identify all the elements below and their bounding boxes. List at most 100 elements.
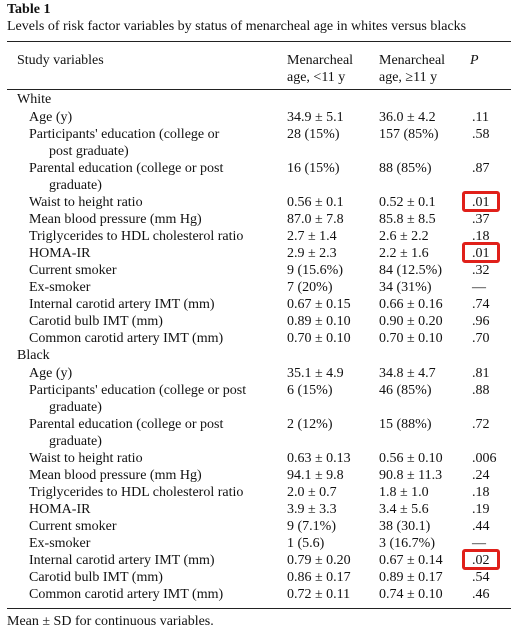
- row-value-under-11: 0.72 ± 0.11: [287, 587, 351, 602]
- highlight-box-white-waist: [462, 191, 500, 212]
- row-value-11-plus: 38 (30.1): [379, 519, 431, 534]
- row-variable: Internal carotid artery IMT (mm): [29, 553, 215, 568]
- table-caption: Levels of risk factor variables by statu…: [7, 19, 467, 34]
- row-value-11-plus: 3 (16.7%): [379, 536, 435, 551]
- row-value-under-11: 28 (15%): [287, 127, 340, 142]
- row-value-under-11: 0.67 ± 0.15: [287, 297, 351, 312]
- row-variable: Age (y): [29, 366, 73, 381]
- row-value-11-plus: 157 (85%): [379, 127, 439, 142]
- row-p-value: —: [472, 280, 486, 295]
- row-value-under-11: 16 (15%): [287, 161, 340, 176]
- row-variable-continued: graduate): [49, 178, 102, 193]
- row-value-under-11: 1 (5.6): [287, 536, 325, 551]
- header-p-value: P: [470, 53, 479, 68]
- header-col-a-line1: Menarcheal: [287, 53, 354, 68]
- row-variable: Age (y): [29, 110, 73, 125]
- row-p-value: .18: [472, 229, 490, 244]
- row-p-value: .96: [472, 314, 490, 329]
- row-value-under-11: 35.1 ± 4.9: [287, 366, 344, 381]
- row-value-11-plus: 85.8 ± 8.5: [379, 212, 436, 227]
- row-value-under-11: 9 (15.6%): [287, 263, 343, 278]
- row-value-under-11: 94.1 ± 9.8: [287, 468, 344, 483]
- row-p-value: .02: [472, 553, 490, 568]
- row-p-value: —: [472, 536, 486, 551]
- row-value-11-plus: 0.52 ± 0.1: [379, 195, 436, 210]
- row-variable: Participants' education (college or post: [29, 383, 247, 398]
- row-value-under-11: 7 (20%): [287, 280, 333, 295]
- row-value-11-plus: 34 (31%): [379, 280, 432, 295]
- row-variable: Waist to height ratio: [29, 451, 143, 466]
- row-variable: Current smoker: [29, 263, 117, 278]
- header-col-b-line2: age, ≥11 y: [379, 70, 438, 85]
- header-col-b-line1: Menarcheal: [379, 53, 446, 68]
- row-value-11-plus: 0.67 ± 0.14: [379, 553, 443, 568]
- row-value-under-11: 0.70 ± 0.10: [287, 331, 351, 346]
- row-value-11-plus: 2.2 ± 1.6: [379, 246, 429, 261]
- row-p-value: .58: [472, 127, 490, 142]
- row-p-value: .72: [472, 417, 490, 432]
- row-value-under-11: 2 (12%): [287, 417, 333, 432]
- row-variable: Mean blood pressure (mm Hg): [29, 212, 202, 227]
- bottom-rule: [7, 608, 511, 609]
- row-p-value: .19: [472, 502, 490, 517]
- row-value-11-plus: 0.66 ± 0.16: [379, 297, 443, 312]
- row-variable: Common carotid artery IMT (mm): [29, 587, 224, 602]
- row-value-11-plus: 88 (85%): [379, 161, 432, 176]
- row-value-under-11: 2.9 ± 2.3: [287, 246, 337, 261]
- row-value-11-plus: 0.89 ± 0.17: [379, 570, 443, 585]
- row-variable: Triglycerides to HDL cholesterol ratio: [29, 485, 244, 500]
- row-p-value: .11: [472, 110, 489, 125]
- row-value-under-11: 0.63 ± 0.13: [287, 451, 351, 466]
- row-p-value: .46: [472, 587, 490, 602]
- row-value-under-11: 9 (7.1%): [287, 519, 336, 534]
- row-variable: Carotid bulb IMT (mm): [29, 570, 163, 585]
- row-value-under-11: 0.79 ± 0.20: [287, 553, 351, 568]
- row-value-under-11: 0.56 ± 0.1: [287, 195, 344, 210]
- row-p-value: .006: [472, 451, 497, 466]
- row-value-11-plus: 3.4 ± 5.6: [379, 502, 429, 517]
- row-value-under-11: 2.0 ± 0.7: [287, 485, 337, 500]
- row-value-11-plus: 46 (85%): [379, 383, 432, 398]
- header-col-a-line2: age, <11 y: [287, 70, 346, 85]
- row-value-11-plus: 0.56 ± 0.10: [379, 451, 443, 466]
- header-rule: [7, 89, 511, 90]
- row-value-11-plus: 34.8 ± 4.7: [379, 366, 436, 381]
- row-p-value: .74: [472, 297, 490, 312]
- row-value-under-11: 0.86 ± 0.17: [287, 570, 351, 585]
- row-value-11-plus: 15 (88%): [379, 417, 432, 432]
- row-value-under-11: 87.0 ± 7.8: [287, 212, 344, 227]
- group-label-black: Black: [17, 348, 50, 363]
- row-p-value: .37: [472, 212, 490, 227]
- row-variable: Common carotid artery IMT (mm): [29, 331, 224, 346]
- row-p-value: .87: [472, 161, 490, 176]
- row-p-value: .88: [472, 383, 490, 398]
- row-p-value: .01: [472, 246, 490, 261]
- row-p-value: .70: [472, 331, 490, 346]
- row-p-value: .44: [472, 519, 490, 534]
- row-variable: Parental education (college or post: [29, 161, 224, 176]
- row-value-under-11: 34.9 ± 5.1: [287, 110, 344, 125]
- row-variable: HOMA-IR: [29, 502, 91, 517]
- row-variable: Parental education (college or post: [29, 417, 224, 432]
- row-variable-continued: graduate): [49, 400, 102, 415]
- row-p-value: .32: [472, 263, 490, 278]
- row-variable-continued: graduate): [49, 434, 102, 449]
- row-variable: Carotid bulb IMT (mm): [29, 314, 163, 329]
- row-value-11-plus: 36.0 ± 4.2: [379, 110, 436, 125]
- top-rule: [7, 41, 511, 42]
- row-variable: Participants' education (college or: [29, 127, 220, 142]
- row-variable: Internal carotid artery IMT (mm): [29, 297, 215, 312]
- table-title: Table 1: [7, 2, 51, 17]
- row-value-under-11: 0.89 ± 0.10: [287, 314, 351, 329]
- row-value-under-11: 2.7 ± 1.4: [287, 229, 337, 244]
- row-value-11-plus: 0.74 ± 0.10: [379, 587, 443, 602]
- row-variable-continued: post graduate): [49, 144, 129, 159]
- highlight-box-black-ica: [462, 549, 500, 570]
- row-variable: HOMA-IR: [29, 246, 91, 261]
- row-value-11-plus: 1.8 ± 1.0: [379, 485, 429, 500]
- row-value-under-11: 3.9 ± 3.3: [287, 502, 337, 517]
- row-p-value: .01: [472, 195, 490, 210]
- row-p-value: .18: [472, 485, 490, 500]
- row-value-11-plus: 90.8 ± 11.3: [379, 468, 443, 483]
- row-variable: Current smoker: [29, 519, 117, 534]
